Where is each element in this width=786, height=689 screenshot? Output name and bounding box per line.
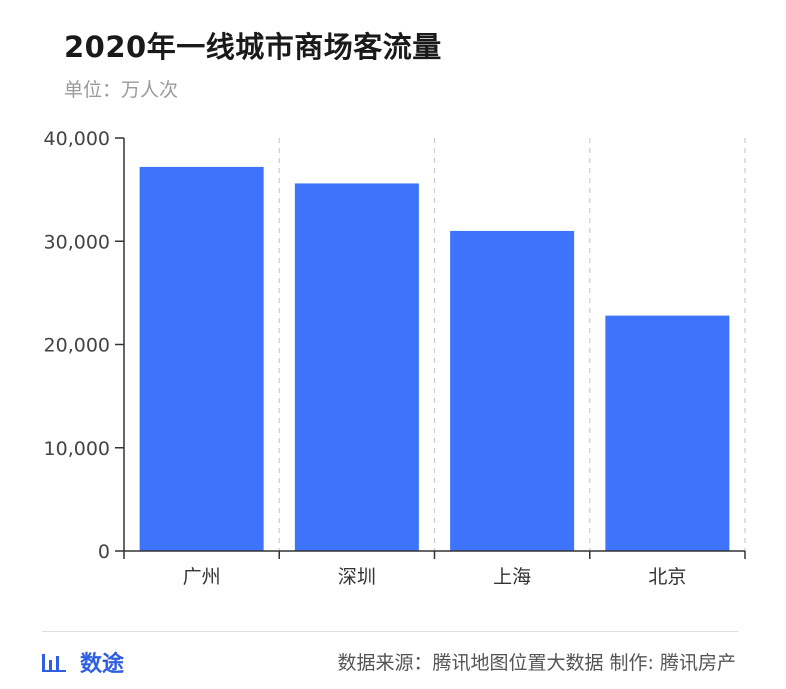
- bar: [294, 183, 419, 551]
- data-source: 数据来源：腾讯地图位置大数据 制作: 腾讯房产: [337, 652, 736, 674]
- bar-chart: 0 10,000 20,000 30,000 40,000 广州 深圳 上海 北京: [44, 128, 746, 588]
- y-tick-label: 40,000: [44, 128, 110, 150]
- x-tick-label: 上海: [493, 566, 531, 588]
- brand-logo: 数途: [40, 646, 124, 678]
- y-tick-label: 30,000: [44, 231, 110, 253]
- bar: [605, 315, 730, 551]
- y-tick-label: 20,000: [44, 335, 110, 357]
- footer-divider: [42, 631, 738, 632]
- brand-name: 数途: [80, 652, 125, 677]
- bar: [139, 166, 264, 551]
- y-tick-label: 0: [98, 541, 110, 563]
- y-tick-label: 10,000: [44, 438, 110, 460]
- bar: [450, 230, 575, 552]
- x-tick-label: 北京: [648, 566, 686, 588]
- x-tick-label: 广州: [183, 566, 221, 588]
- chart-unit: 单位：万人次: [64, 79, 179, 101]
- x-tick-label: 深圳: [338, 566, 376, 588]
- chart-title: 2020年一线城市商场客流量: [64, 30, 442, 64]
- bar-chart-icon: [42, 654, 66, 672]
